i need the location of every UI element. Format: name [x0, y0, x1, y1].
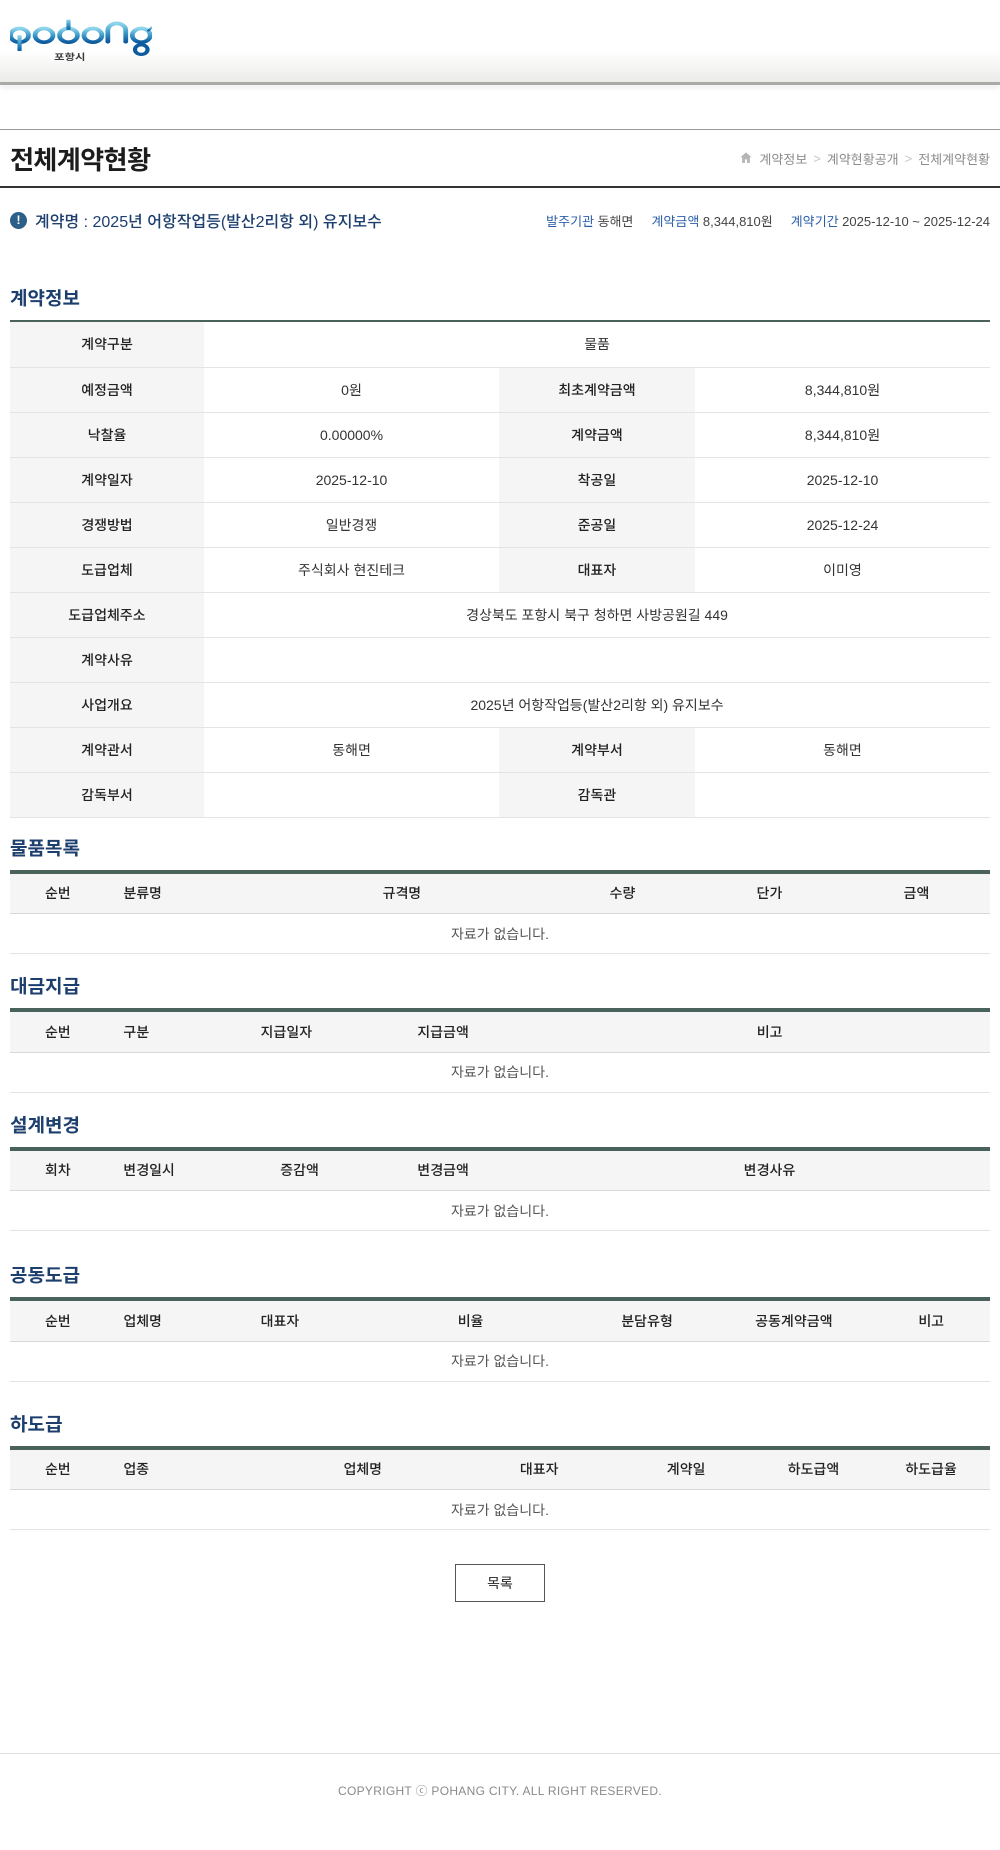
svg-text:포항시: 포항시 — [54, 50, 85, 62]
